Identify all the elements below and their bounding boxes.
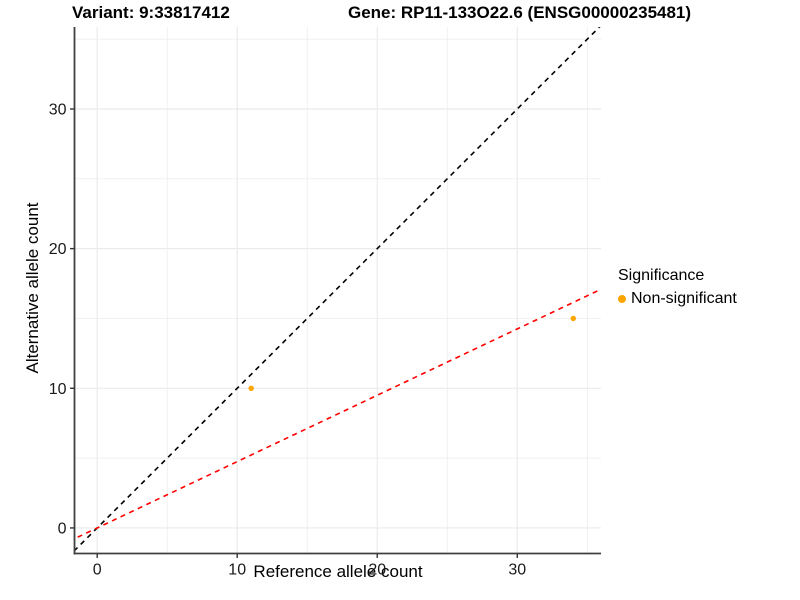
data-point [248,385,254,391]
x-tick-label: 10 [228,562,246,579]
x-axis-label: Reference allele count [253,562,423,581]
variant-title: Variant: 9:33817412 [72,3,230,22]
data-points [248,315,576,391]
legend-item-label: Non-significant [631,290,737,307]
legend-item: Non-significant [618,290,737,308]
tick-labels: 0 10 20 30 0 10 20 30 [49,101,527,578]
data-point [570,315,576,322]
x-tick-label: 0 [93,562,102,579]
gene-title: Gene: RP11-133O22.6 (ENSG00000235481) [348,3,692,22]
legend: Significance Non-significant [618,267,737,308]
minor-gridlines [74,27,601,554]
legend-items: Non-significant [618,290,737,308]
axis-lines [73,27,601,555]
x-tick-label: 20 [368,562,386,579]
tick-marks [70,108,518,558]
fit-line [74,288,601,540]
y-tick-label: 0 [58,520,67,537]
y-tick-label: 30 [49,101,67,118]
x-tick-label: 30 [508,562,526,579]
y-tick-label: 10 [49,381,67,398]
major-gridlines [74,27,601,554]
y-tick-label: 20 [49,241,67,258]
legend-title: Significance [618,267,705,284]
legend-key-dot-icon [618,295,626,303]
reference-lines [74,27,601,552]
identity-line [74,27,601,552]
